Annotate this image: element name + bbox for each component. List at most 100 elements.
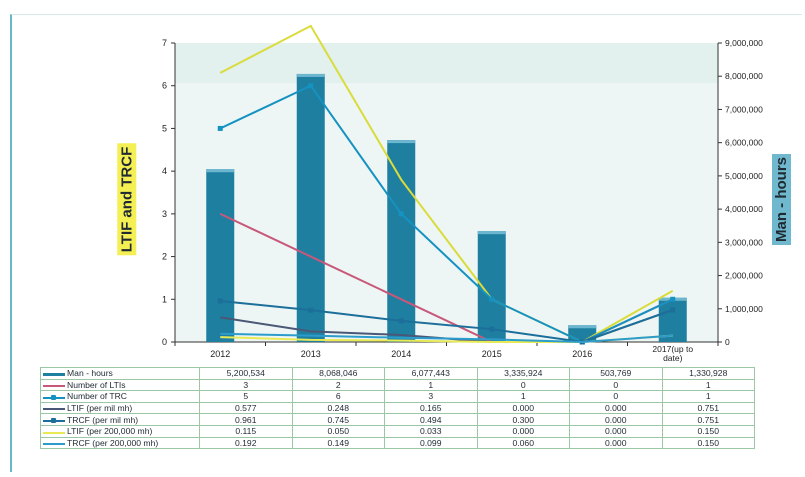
table-row: TRCF (per 200,000 mh) 0.192 0.149 0.099 0.06… [40, 436, 755, 450]
legend-key-icon [43, 371, 65, 378]
y-left-tick-label: 6 [162, 81, 167, 91]
point-number-of-trc [398, 211, 404, 217]
x-tick-label: 2015 [482, 349, 502, 359]
x-tick-label: 2016 [572, 349, 592, 359]
bar-man-hours [658, 297, 687, 342]
overlay-line [219, 24, 674, 344]
table-cell-value: 1 [384, 378, 478, 392]
y-left-tick-label: 0 [162, 337, 167, 347]
y-left-tick-label: 4 [162, 166, 167, 176]
bar-man-hours [206, 169, 235, 342]
plot-area [175, 43, 718, 342]
legend-key-icon [43, 440, 65, 447]
bar-top-highlight [296, 73, 325, 77]
table-series-name: LTIF (per mil mh) [40, 401, 200, 415]
table-cell-value: 0.300 [476, 413, 570, 426]
table-row: LTIF (per 200,000 mh) 0.115 0.050 0.033 0.00… [40, 424, 755, 438]
legend-key-icon [43, 394, 65, 401]
point-number-of-trc [489, 296, 495, 302]
y-axis-right-label: Man - hours [772, 154, 791, 245]
table-series-name: Number of TRC [40, 390, 200, 403]
table-cell-value: 0 [569, 390, 663, 403]
table-cell-value: 0.050 [291, 424, 385, 438]
point-number-of-trc [670, 296, 676, 302]
table-series-label: Number of LTIs [67, 379, 126, 390]
table-cell-value: 1 [661, 390, 755, 403]
table-cell-value: 6 [291, 390, 385, 403]
legend-key-icon [43, 417, 65, 424]
plot-area-top-band [175, 43, 718, 83]
table-series-name: TRCF (per 200,000 mh) [40, 436, 200, 450]
table-cell-value: 5 [199, 390, 293, 403]
y-left-tick-label: 7 [162, 38, 167, 48]
table-cell-value: 2 [291, 378, 385, 392]
table-cell-value: 0.000 [569, 401, 663, 415]
point-trcf-per-mil-mh [308, 307, 314, 313]
y-left-tick-label: 5 [162, 123, 167, 133]
table-cell-value: 0.745 [291, 413, 385, 426]
y-axis-right-label-box: Man - hours [772, 120, 800, 280]
table-cell-value: 0 [476, 378, 570, 392]
table-row: Man - hours 5,200,534 8,068,046 6,077,443 3,… [40, 367, 755, 380]
data-table: Man - hours 5,200,534 8,068,046 6,077,443 3,… [40, 367, 755, 450]
table-cell-value: 0.000 [476, 401, 570, 415]
table-cell-value: 6,077,443 [384, 367, 478, 380]
table-cell-value: 1 [476, 390, 570, 403]
table-cell-value: 0.165 [384, 401, 478, 415]
table-series-name: LTIF (per 200,000 mh) [40, 424, 200, 438]
y-left-tick-label: 1 [162, 294, 167, 304]
x-tick-label: 2013 [301, 349, 321, 359]
point-trcf-per-mil-mh [489, 326, 495, 332]
y-axis-left-label: LTIF and TRCF [117, 143, 137, 256]
table-cell-value: 0.150 [661, 436, 755, 450]
line-trcf-per-mil-mh [220, 299, 674, 344]
table-row: TRCF (per mil mh) 0.961 0.745 0.494 0.300 0.0… [40, 413, 755, 426]
table-cell-value: 1,330,928 [661, 367, 755, 380]
legend-key-icon [43, 429, 65, 436]
point-trcf-per-mil-mh [217, 298, 223, 304]
table-row: Number of LTIs 3 2 1 0 0 1 [40, 378, 755, 392]
point-trcf-per-mil-mh [670, 307, 676, 313]
table-cell-value: 3 [199, 378, 293, 392]
table-cell-value: 0.192 [199, 436, 293, 450]
table-cell-value: 0.000 [569, 424, 663, 438]
table-cell-value: 0.751 [661, 413, 755, 426]
table-cell-value: 0 [569, 378, 663, 392]
bar-top-highlight [206, 169, 235, 173]
x-tick-label: 2012 [210, 349, 230, 359]
table-series-label: LTIF (per 200,000 mh) [67, 426, 153, 437]
bar-man-hours [387, 140, 416, 342]
table-series-label: Number of TRC [67, 391, 128, 402]
bar-man-hours [296, 73, 325, 343]
x-tick-label: 2014 [391, 349, 411, 359]
chart-frame [10, 14, 802, 472]
line-trcf-per-200-000-mh [220, 332, 673, 344]
table-series-label: TRCF (per mil mh) [67, 414, 139, 425]
table-row: LTIF (per mil mh) 0.577 0.248 0.165 0.000 0.0… [40, 401, 755, 415]
table-series-name: Man - hours [40, 367, 200, 380]
table-cell-value: 8,068,046 [291, 367, 385, 380]
y-right-tick-label: 8,000,000 [725, 71, 763, 81]
table-cell-value: 5,200,534 [199, 367, 293, 380]
y-right-tick-label: 9,000,000 [725, 38, 763, 48]
x-tick-label: 2017(up to date) [652, 344, 693, 363]
table-cell-value: 0.060 [476, 436, 570, 450]
table-cell-value: 0.000 [569, 413, 663, 426]
y-left-tick-label: 2 [162, 252, 167, 262]
table-cell-value: 0.115 [199, 424, 293, 438]
table-cell-value: 0.000 [569, 436, 663, 450]
table-cell-value: 3 [384, 390, 478, 403]
y-right-tick-label: 5,000,000 [725, 171, 763, 181]
table-cell-value: 1 [661, 378, 755, 392]
bar-top-highlight [568, 325, 597, 329]
y-right-tick-label: 1,000,000 [725, 304, 763, 314]
line-number-of-trc [219, 84, 674, 344]
table-series-name: Number of LTIs [40, 378, 200, 392]
y-axis-left-label-box: LTIF and TRCF [117, 130, 153, 270]
y-right-tick-label: 0 [725, 337, 730, 347]
table-cell-value: 0.248 [291, 401, 385, 415]
table-series-name: TRCF (per mil mh) [40, 413, 200, 426]
y-right-tick-label: 2,000,000 [725, 271, 763, 281]
table-cell-value: 0.751 [661, 401, 755, 415]
